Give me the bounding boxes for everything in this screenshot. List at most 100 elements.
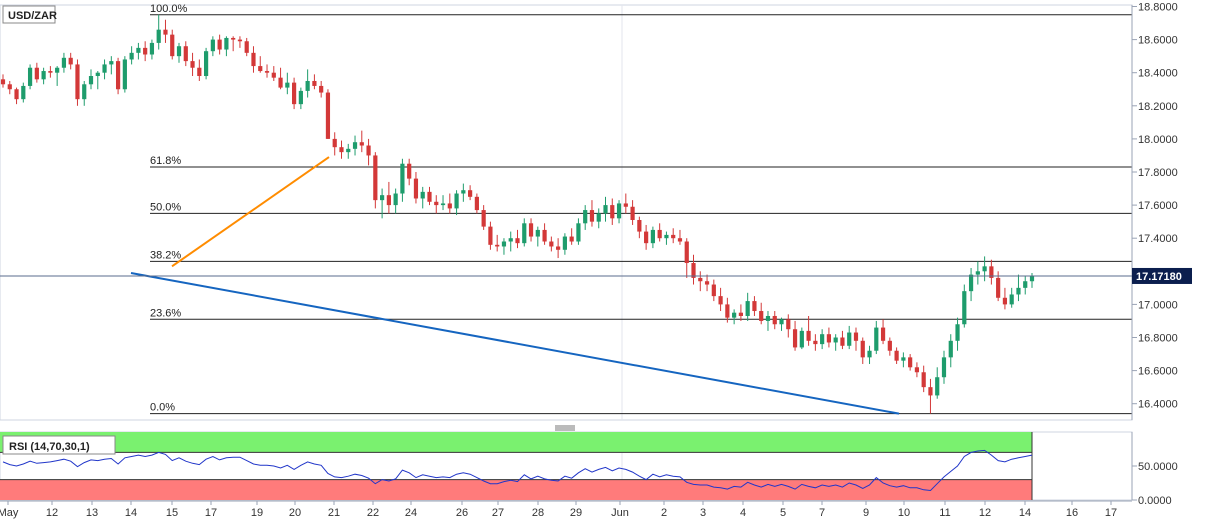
time-tick-label: 10 <box>898 507 910 519</box>
candle-body <box>305 80 310 91</box>
time-tick-label: 13 <box>86 507 98 519</box>
candle-body <box>380 195 385 201</box>
candle-body <box>474 196 479 211</box>
time-tick-label: 19 <box>251 507 263 519</box>
candle-body <box>515 238 520 244</box>
candle-body <box>759 311 764 321</box>
candle-body <box>237 39 243 42</box>
time-tick-label: 17 <box>1105 507 1117 519</box>
candle-body <box>542 229 547 242</box>
candle-body <box>637 219 642 232</box>
candle-body <box>1016 287 1021 295</box>
candle-body <box>447 203 452 209</box>
time-tick-label: 4 <box>740 507 746 519</box>
price-tick-label: 18.4000 <box>1138 68 1178 80</box>
rsi-tick-label: 0.0000 <box>1138 495 1172 507</box>
candle-body <box>644 231 649 244</box>
candle-body <box>786 319 791 330</box>
rsi-line <box>2 449 1033 492</box>
candle-body <box>711 284 716 297</box>
candle-body <box>880 327 886 341</box>
candle-body <box>549 241 554 247</box>
candle-body <box>352 142 358 149</box>
candle-body <box>996 277 1001 298</box>
price-tick-label: 16.6000 <box>1138 366 1178 378</box>
time-tick-label: 5 <box>780 507 786 519</box>
candle-body <box>698 277 703 282</box>
fibonacci-label: 50.0% <box>150 201 181 213</box>
candle-body <box>1002 297 1008 305</box>
symbol-label: USD/ZAR <box>8 10 57 22</box>
candle-body <box>82 84 87 100</box>
candle-body <box>908 357 913 368</box>
candle-body <box>48 71 53 73</box>
candle-body <box>454 193 459 209</box>
candle-body <box>860 340 865 358</box>
candle-body <box>115 61 121 90</box>
candle-body <box>95 72 100 77</box>
candle-body <box>34 67 39 80</box>
candle-body <box>14 89 19 100</box>
candle-body <box>203 51 209 77</box>
candle-body <box>1009 294 1014 305</box>
candle-body <box>569 236 574 242</box>
price-tick-label: 17.6000 <box>1138 200 1178 212</box>
candle-body <box>88 76 94 85</box>
candle-body <box>393 193 398 206</box>
time-tick-label: 14 <box>1019 507 1031 519</box>
candle-body <box>501 241 507 247</box>
time-tick-label: 15 <box>166 507 178 519</box>
candle-body <box>535 229 540 237</box>
time-tick-label: 12 <box>46 507 58 519</box>
price-tick-label: 16.8000 <box>1138 333 1178 345</box>
candle-body <box>68 57 73 65</box>
candle-body <box>258 66 263 72</box>
candle-body <box>732 312 737 318</box>
candle-body <box>671 234 676 239</box>
fibonacci-label: 61.8% <box>150 155 181 167</box>
candle-body <box>136 47 141 53</box>
candle-body <box>650 229 655 244</box>
candle-body <box>41 71 46 80</box>
candle-body <box>163 29 168 35</box>
price-tick-label: 17.0000 <box>1138 299 1178 311</box>
fibonacci-label: 23.6% <box>150 307 181 319</box>
price-tick-label: 18.2000 <box>1138 101 1178 113</box>
candle-body <box>440 203 446 206</box>
candle-body <box>332 138 337 148</box>
time-tick-label: Jun <box>611 507 629 519</box>
candle-body <box>968 274 974 292</box>
price-tick-label: 17.8000 <box>1138 167 1178 179</box>
price-tick-label: 18.8000 <box>1138 2 1178 14</box>
candle-body <box>616 203 622 219</box>
candle-body <box>596 213 601 222</box>
candle-body <box>210 39 215 52</box>
candle-body <box>894 350 899 361</box>
time-tick-label: 27 <box>492 507 504 519</box>
candle-body <box>481 210 486 227</box>
candle-body <box>312 80 317 86</box>
candle-body <box>914 367 920 373</box>
candle-body <box>853 332 859 341</box>
time-tick-label: 22 <box>367 507 379 519</box>
time-tick-label: 12 <box>979 507 991 519</box>
candle-body <box>244 41 249 53</box>
candle-body <box>806 330 811 341</box>
time-tick-label: 17 <box>205 507 217 519</box>
candle-body <box>664 234 669 239</box>
rsi-label-box <box>2 435 116 455</box>
time-tick-label: 16 <box>1066 507 1078 519</box>
rsi-oversold-zone <box>0 479 1032 500</box>
fibonacci-label: 38.2% <box>150 249 181 261</box>
candle-body <box>799 330 804 348</box>
candle-body <box>738 312 743 316</box>
candle-body <box>75 64 80 100</box>
candle-body <box>623 203 628 207</box>
candle-body <box>420 191 425 199</box>
time-tick-label: 20 <box>289 507 301 519</box>
candlestick-series <box>0 14 1035 414</box>
panel-resize-handle[interactable] <box>555 425 575 431</box>
candle-body <box>407 163 412 179</box>
candle-body <box>792 329 798 348</box>
candle-body <box>298 90 303 105</box>
